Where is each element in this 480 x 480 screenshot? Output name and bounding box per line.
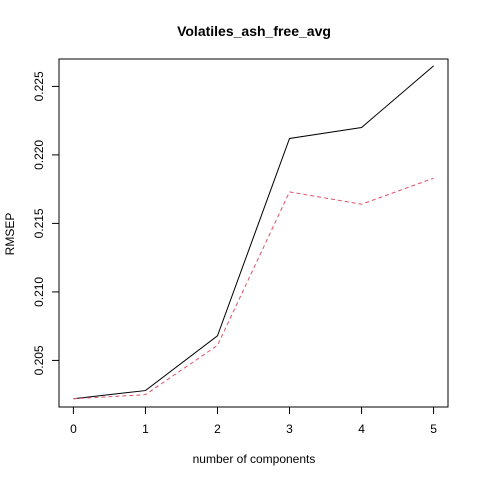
y-axis-label: RMSEP bbox=[3, 213, 17, 256]
x-tick-label: 3 bbox=[286, 422, 293, 436]
x-tick-label: 4 bbox=[358, 422, 365, 436]
x-tick-label: 2 bbox=[214, 422, 221, 436]
y-axis: 0.205 0.210 0.215 0.220 0.225 bbox=[32, 71, 60, 375]
series-layer bbox=[73, 65, 434, 400]
chart-title: Volatiles_ash_free_avg bbox=[177, 23, 331, 39]
series-line-solid bbox=[73, 65, 434, 400]
x-tick-label: 5 bbox=[430, 422, 437, 436]
x-axis-label: number of components bbox=[193, 452, 316, 466]
plot-frame bbox=[58, 58, 449, 408]
y-tick-label: 0.210 bbox=[32, 277, 46, 307]
x-tick-label: 0 bbox=[70, 422, 77, 436]
y-tick-label: 0.215 bbox=[32, 208, 46, 238]
x-axis: 0 1 2 3 4 5 bbox=[70, 406, 437, 436]
x-tick-label: 1 bbox=[142, 422, 149, 436]
series-line-dashed bbox=[73, 177, 434, 400]
y-tick-label: 0.220 bbox=[32, 140, 46, 170]
y-tick-label: 0.205 bbox=[32, 345, 46, 375]
y-tick-label: 0.225 bbox=[32, 71, 46, 101]
